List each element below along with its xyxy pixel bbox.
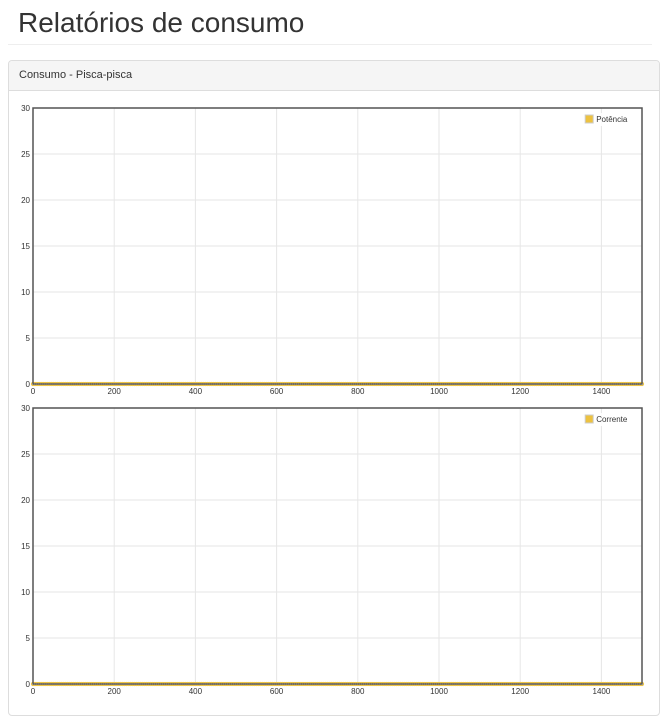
x-tick-label: 600	[270, 387, 284, 396]
y-tick-label: 0	[26, 680, 31, 689]
y-tick-label: 10	[21, 588, 30, 597]
legend-label: Potência	[596, 115, 628, 124]
x-tick-label: 800	[351, 387, 365, 396]
current-chart: 0 200 400 600 800 1000 1200 1400 0 5 10 15 20 25 30 Cor…	[21, 404, 645, 696]
x-tick-label: 400	[189, 387, 203, 396]
x-tick-label: 1200	[511, 687, 529, 696]
y-tick-label: 20	[21, 196, 30, 205]
plot-border	[32, 107, 643, 385]
legend-swatch	[584, 414, 594, 424]
x-tick-label: 200	[108, 687, 122, 696]
page-title: Relatórios de consumo	[18, 7, 305, 38]
y-tick-label: 0	[26, 380, 31, 389]
x-tick-label: 1000	[430, 687, 448, 696]
x-tick-label: 200	[108, 387, 122, 396]
plot-border	[32, 407, 643, 685]
consumption-panel: Consumo - Pisca-pisca 0 200 400 600 800 1000 1…	[8, 60, 660, 716]
y-tick-label: 30	[21, 404, 30, 413]
x-tick-label: 1400	[593, 387, 611, 396]
x-tick-label: 0	[31, 687, 36, 696]
panel-heading: Consumo - Pisca-pisca	[9, 61, 659, 91]
y-tick-label: 10	[21, 288, 30, 297]
x-tick-label: 1000	[430, 387, 448, 396]
y-tick-label: 25	[21, 450, 30, 459]
x-tick-label: 1200	[511, 387, 529, 396]
x-tick-label: 600	[270, 687, 284, 696]
y-tick-label: 25	[21, 150, 30, 159]
legend-box	[583, 413, 638, 426]
y-tick-label: 20	[21, 496, 30, 505]
x-tick-label: 0	[31, 387, 36, 396]
y-tick-label: 15	[21, 542, 30, 551]
y-tick-label: 5	[26, 634, 31, 643]
x-tick-label: 400	[189, 687, 203, 696]
legend-swatch	[584, 114, 594, 124]
title-divider	[8, 44, 652, 45]
x-tick-label: 1400	[593, 687, 611, 696]
y-tick-label: 5	[26, 334, 31, 343]
power-chart: 0 200 400 600 800 1000 1200 1400 0 5 10 15 20 25 30 Pot…	[21, 104, 645, 396]
x-tick-label: 800	[351, 687, 365, 696]
y-tick-label: 30	[21, 104, 30, 113]
legend-box	[583, 113, 638, 126]
y-tick-label: 15	[21, 242, 30, 251]
legend-label: Corrente	[596, 415, 628, 424]
